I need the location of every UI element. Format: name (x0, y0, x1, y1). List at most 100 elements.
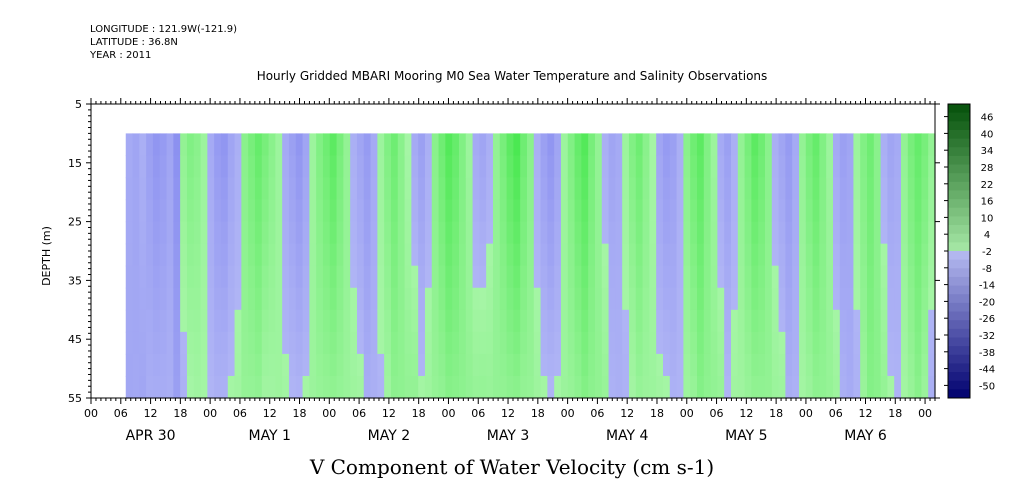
heatmap-cell (683, 353, 691, 377)
heatmap-cell (234, 221, 242, 245)
heatmap-cell (458, 309, 467, 333)
y-tick-label: 35 (68, 274, 82, 287)
heatmap-cell (873, 155, 882, 179)
heatmap-cell (200, 331, 208, 355)
heatmap-cell (234, 265, 242, 289)
heatmap-cell (479, 177, 487, 201)
heatmap-cell (520, 199, 528, 223)
heatmap-cell (411, 155, 419, 179)
heatmap-cell (588, 243, 596, 267)
heatmap-cell (730, 221, 739, 245)
heatmap-cell (207, 309, 215, 333)
heatmap-cell (540, 287, 548, 311)
heatmap-cell (812, 243, 820, 267)
heatmap-cell (764, 309, 773, 333)
heatmap-cell (526, 331, 535, 355)
heatmap-cell (615, 177, 623, 201)
heatmap-cell (588, 155, 596, 179)
heatmap-cell (724, 309, 732, 333)
heatmap-cell (628, 309, 637, 333)
heatmap-cell (867, 375, 875, 399)
heatmap-cell (248, 177, 256, 201)
heatmap-cell (248, 287, 256, 311)
heatmap-cell (377, 375, 385, 399)
heatmap-cell (343, 353, 351, 377)
heatmap-cell (220, 177, 229, 201)
heatmap-cell (710, 265, 718, 289)
heatmap-cell (567, 221, 576, 245)
heatmap-cell (839, 155, 848, 179)
colorbar-swatch (948, 121, 970, 131)
heatmap-cell (377, 309, 385, 333)
heatmap-cell (207, 353, 215, 377)
heatmap-cell (717, 375, 725, 399)
heatmap-cell (390, 177, 399, 201)
heatmap-cell (608, 353, 616, 377)
heatmap-cell (492, 243, 501, 267)
heatmap-cell (479, 243, 487, 267)
heatmap-cell (431, 309, 440, 333)
heatmap-cell (914, 133, 922, 157)
heatmap-cell (635, 375, 644, 399)
heatmap-cell (832, 177, 841, 201)
heatmap-cell (513, 331, 521, 355)
heatmap-cell (792, 133, 800, 157)
heatmap-cell (159, 265, 168, 289)
heatmap-cell (268, 155, 276, 179)
heatmap-cell (241, 309, 249, 333)
heatmap-cell (275, 287, 283, 311)
heatmap-cell (744, 177, 752, 201)
heatmap-cell (404, 155, 412, 179)
heatmap-cell (166, 331, 174, 355)
heatmap-cell (662, 353, 671, 377)
heatmap-cell (492, 331, 501, 355)
heatmap-cell (710, 309, 718, 333)
heatmap-cell (458, 199, 467, 223)
heatmap-cell (798, 331, 807, 355)
heatmap-cell (173, 265, 181, 289)
heatmap-cell (635, 221, 644, 245)
heatmap-cell (261, 353, 270, 377)
heatmap-cell (404, 353, 412, 377)
heatmap-cell (288, 375, 297, 399)
heatmap-cell (336, 199, 344, 223)
heatmap-cell (336, 243, 344, 267)
heatmap-cell (928, 221, 936, 245)
heatmap-cell (186, 353, 195, 377)
heatmap-cell (656, 155, 664, 179)
heatmap-cell (370, 177, 378, 201)
heatmap-cell (363, 265, 372, 289)
heatmap-cell (771, 155, 780, 179)
heatmap-cell (384, 199, 392, 223)
heatmap-cell (431, 353, 440, 377)
x-tick-label: 18 (888, 407, 902, 420)
heatmap-cell (615, 331, 623, 355)
heatmap-cell (907, 155, 916, 179)
heatmap-cell (792, 221, 800, 245)
heatmap-cell (452, 331, 460, 355)
heatmap-cell (302, 221, 310, 245)
heatmap-cell (901, 375, 909, 399)
heatmap-cell (526, 199, 535, 223)
heatmap-cell (737, 309, 746, 333)
heatmap-cell (846, 309, 854, 333)
heatmap-cell (302, 243, 310, 267)
heatmap-cell (132, 375, 140, 399)
colorbar-swatch (948, 233, 970, 243)
heatmap-cell (928, 199, 936, 223)
heatmap-cell (173, 243, 181, 267)
heatmap-cell (839, 309, 848, 333)
heatmap-cell (513, 265, 521, 289)
heatmap-cell (275, 177, 283, 201)
heatmap-cell (690, 309, 698, 333)
heatmap-cell (826, 243, 834, 267)
heatmap-cell (411, 265, 419, 289)
heatmap-cell (730, 353, 739, 377)
heatmap-cell (248, 199, 256, 223)
heatmap-cell (649, 133, 657, 157)
heatmap-cell (506, 133, 514, 157)
heatmap-cell (669, 155, 678, 179)
heatmap-cell (452, 309, 460, 333)
heatmap-cell (656, 243, 664, 267)
heatmap-cell (798, 133, 807, 157)
